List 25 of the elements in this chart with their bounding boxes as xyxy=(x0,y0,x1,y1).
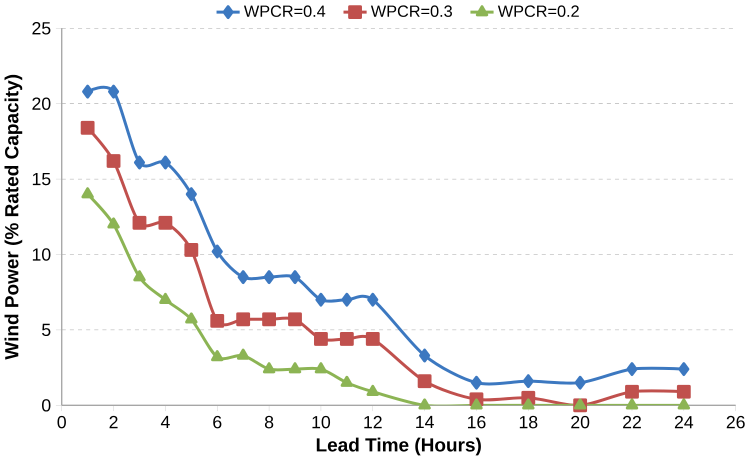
y-tick-label: 20 xyxy=(32,97,50,110)
y-tick-label: 15 xyxy=(32,172,50,186)
x-tick-label: 26 xyxy=(726,416,745,428)
x-tick-label: 10 xyxy=(312,416,330,428)
x-tick-label: 18 xyxy=(520,416,538,428)
x-tick-label: 0 xyxy=(57,416,66,428)
legend-label: WPCR=0.2 xyxy=(498,5,579,17)
y-tick-label: 5 xyxy=(42,324,50,336)
x-axis-title: Lead Time (Hours) xyxy=(316,438,481,456)
x-tick-label: 20 xyxy=(571,416,590,428)
legend-label: WPCR=0.4 xyxy=(244,5,326,17)
x-tick-label: 14 xyxy=(416,416,434,428)
x-tick-label: 2 xyxy=(110,416,118,428)
y-tick-label: 25 xyxy=(32,22,50,35)
y-axis-title: Wind Power (% Rated Capacity) xyxy=(4,74,22,360)
x-tick-label: 16 xyxy=(468,416,486,428)
x-tick-label: 4 xyxy=(160,416,170,428)
y-tick-label: 0 xyxy=(42,399,50,412)
x-tick-label: 22 xyxy=(623,416,641,428)
y-tick-label: 10 xyxy=(32,248,50,261)
legend-label: WPCR=0.3 xyxy=(370,5,452,17)
x-tick-label: 12 xyxy=(364,416,382,428)
x-tick-label: 6 xyxy=(213,416,222,428)
x-tick-label: 24 xyxy=(674,416,694,428)
x-tick-label: 8 xyxy=(264,416,274,428)
